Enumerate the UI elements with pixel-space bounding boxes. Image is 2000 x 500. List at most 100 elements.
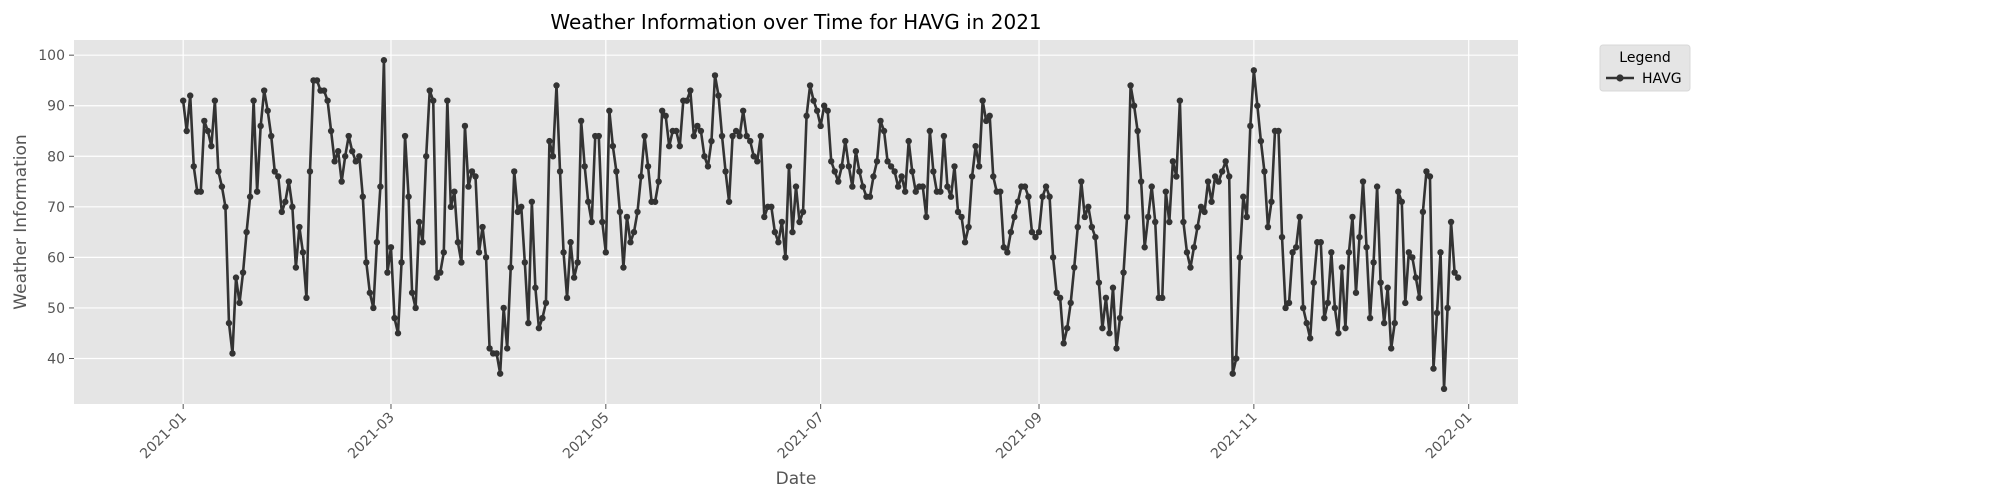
data-point [1063, 324, 1071, 332]
data-point [567, 239, 574, 246]
data-point [493, 350, 500, 357]
data-point [768, 203, 775, 211]
data-point [447, 203, 455, 211]
data-point [1166, 218, 1173, 226]
data-point [1363, 244, 1370, 251]
data-point [451, 188, 458, 195]
data-point [1152, 218, 1159, 226]
data-point [577, 117, 585, 125]
data-point [666, 142, 673, 150]
data-point [1331, 304, 1339, 312]
data-point [655, 178, 662, 185]
data-point [412, 304, 419, 312]
data-point [909, 168, 916, 175]
data-point [437, 269, 444, 276]
data-point [1000, 244, 1007, 251]
data-point [1299, 304, 1307, 312]
data-point [338, 178, 345, 185]
data-point [1229, 370, 1236, 377]
data-point [1451, 269, 1458, 276]
data-point [866, 193, 874, 200]
y-axis-label: Weather Information [11, 134, 31, 309]
data-point [644, 163, 652, 170]
data-point [289, 203, 296, 211]
data-point [1201, 208, 1208, 216]
data-point [1056, 294, 1064, 302]
data-point [1123, 213, 1131, 221]
data-point [722, 168, 729, 175]
data-point [835, 178, 842, 185]
data-point [380, 57, 388, 64]
data-point [965, 223, 972, 231]
data-point [845, 163, 853, 170]
data-point [997, 188, 1004, 195]
data-point [426, 87, 433, 94]
data-point [1261, 168, 1268, 175]
data-point [1335, 330, 1342, 337]
data-point [1130, 102, 1138, 109]
data-point [958, 213, 965, 221]
data-point [1169, 158, 1177, 165]
data-point [947, 193, 955, 200]
data-point [1035, 228, 1043, 236]
data-point [944, 183, 951, 190]
data-point [1292, 244, 1300, 251]
data-point [1303, 319, 1310, 327]
data-point [458, 259, 465, 266]
data-point [246, 193, 254, 200]
data-point [1014, 198, 1022, 205]
data-point [785, 163, 793, 170]
data-point [285, 178, 293, 185]
data-point [1071, 264, 1078, 271]
data-point [377, 183, 384, 190]
data-point [901, 188, 909, 195]
data-point [1250, 67, 1258, 74]
data-point [1247, 122, 1254, 130]
data-point [1145, 213, 1152, 221]
data-point [320, 87, 328, 94]
data-point [1078, 178, 1085, 185]
data-point [197, 188, 204, 195]
data-point [1419, 208, 1427, 216]
data-point [1120, 269, 1127, 276]
data-point [1416, 294, 1423, 302]
data-point [486, 345, 493, 352]
y-tick-label: 60 [47, 250, 65, 266]
data-point [507, 264, 514, 271]
data-point [676, 142, 683, 150]
data-point [278, 208, 285, 216]
data-point [218, 183, 226, 190]
data-point [743, 132, 750, 140]
data-point [479, 223, 486, 231]
data-point [208, 142, 215, 150]
data-point [1183, 249, 1191, 256]
data-point [852, 148, 860, 155]
data-point [838, 163, 845, 170]
y-tick-label: 80 [47, 149, 65, 165]
y-tick-label: 70 [47, 200, 65, 216]
data-point [683, 97, 691, 104]
data-point [215, 168, 222, 175]
data-point [849, 183, 856, 190]
data-point [620, 264, 627, 271]
data-point [201, 117, 208, 125]
data-point [718, 132, 726, 140]
data-point [1423, 168, 1430, 175]
data-point [391, 314, 398, 322]
data-point [1204, 178, 1212, 185]
data-point [1021, 183, 1029, 190]
data-point [1366, 314, 1374, 322]
data-point [1352, 289, 1360, 296]
data-point [1426, 173, 1434, 180]
data-point [253, 188, 261, 195]
data-point [1373, 183, 1381, 190]
data-point [782, 254, 789, 261]
data-point [1190, 244, 1198, 251]
data-point [1159, 294, 1166, 302]
y-tick-label: 50 [47, 301, 65, 317]
y-tick-label: 100 [38, 48, 65, 64]
data-point [1338, 264, 1346, 271]
data-point [1307, 335, 1314, 342]
data-point [1109, 284, 1117, 291]
